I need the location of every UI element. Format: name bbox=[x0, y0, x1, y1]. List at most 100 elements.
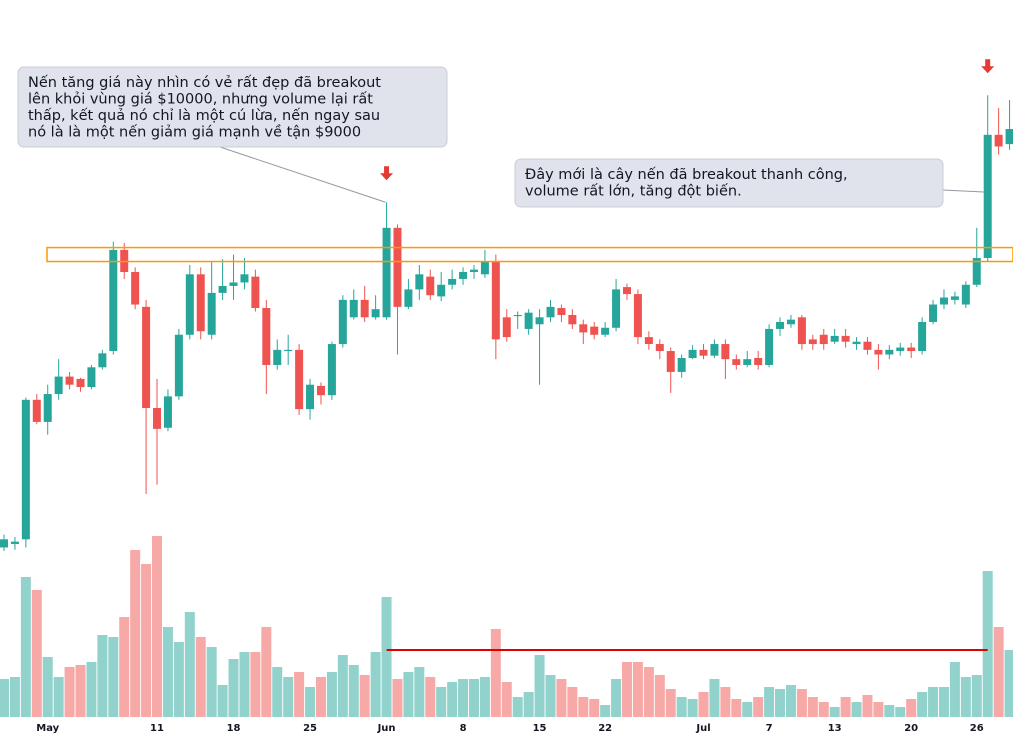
callout-text: Nến tăng giá này nhìn có vẻ rất đẹp đã b… bbox=[28, 74, 381, 91]
candle-body bbox=[10, 541, 19, 544]
volume-bar bbox=[807, 697, 818, 717]
volume-bar bbox=[829, 707, 840, 717]
x-tick-label: 8 bbox=[460, 723, 467, 734]
volume-bar bbox=[742, 702, 753, 717]
candle-body bbox=[87, 367, 96, 388]
candle-body bbox=[786, 319, 795, 325]
x-tick-label: 18 bbox=[227, 723, 241, 734]
callout-text: Đây mới là cây nến đã breakout thanh côn… bbox=[525, 166, 848, 183]
candle-body bbox=[295, 349, 304, 410]
candle-body bbox=[174, 334, 183, 397]
volume-bar bbox=[523, 692, 534, 717]
volume-bar bbox=[326, 672, 337, 717]
volume-bar bbox=[250, 652, 261, 717]
volume-bar bbox=[873, 702, 884, 717]
candle-body bbox=[950, 296, 959, 300]
volume-bar bbox=[53, 677, 64, 717]
candle-body bbox=[885, 349, 894, 355]
arrow bbox=[380, 166, 394, 181]
volume-bar bbox=[600, 705, 611, 717]
candle-body bbox=[754, 357, 763, 365]
volume-bar bbox=[971, 675, 982, 717]
candle-body bbox=[306, 384, 315, 410]
candle-body bbox=[808, 339, 817, 345]
volume-bar bbox=[534, 655, 545, 717]
volume-bar bbox=[447, 682, 458, 717]
volume-bar bbox=[982, 571, 993, 717]
volume-bar bbox=[775, 689, 786, 717]
volume-bar bbox=[731, 699, 742, 717]
candle-body bbox=[841, 335, 850, 342]
candle-body bbox=[623, 287, 632, 295]
volume-bar bbox=[381, 597, 392, 717]
candle-body bbox=[568, 314, 577, 325]
volume-bar bbox=[283, 677, 294, 717]
candle-body bbox=[382, 227, 391, 318]
candle-body bbox=[240, 274, 249, 283]
candle-body bbox=[469, 269, 478, 272]
candle-body bbox=[710, 344, 719, 356]
x-tick-label: 11 bbox=[150, 723, 164, 734]
candle-body bbox=[393, 227, 402, 307]
volume-bar bbox=[392, 679, 403, 717]
candle-body bbox=[273, 349, 282, 365]
volume-bar bbox=[960, 677, 971, 717]
candle-body bbox=[360, 299, 369, 318]
volume-bar bbox=[315, 677, 326, 717]
volume-bar bbox=[217, 685, 228, 717]
candle-body bbox=[907, 347, 916, 352]
volume-bar bbox=[184, 612, 195, 717]
candle-body bbox=[163, 396, 172, 428]
x-tick-label: 26 bbox=[970, 723, 984, 734]
volume-bar bbox=[436, 687, 447, 717]
callout-pointer bbox=[942, 189, 984, 193]
volume-bar bbox=[938, 687, 949, 717]
candle-body bbox=[776, 321, 785, 329]
volume-bar bbox=[337, 655, 348, 717]
volume-panel bbox=[0, 536, 1013, 717]
candle-body bbox=[644, 337, 653, 345]
candle-body bbox=[218, 285, 227, 293]
candle-body bbox=[349, 299, 358, 318]
volume-bar bbox=[567, 687, 578, 717]
candle-body bbox=[743, 359, 752, 365]
volume-bar bbox=[654, 675, 665, 717]
candle-body bbox=[32, 399, 41, 422]
volume-bar bbox=[97, 635, 108, 717]
volume-bar bbox=[414, 667, 425, 717]
volume-bar bbox=[906, 699, 917, 717]
volume-bar bbox=[359, 675, 370, 717]
volume-bar bbox=[665, 689, 676, 717]
volume-bar bbox=[348, 665, 359, 717]
candle-body bbox=[491, 261, 500, 340]
candle-body bbox=[852, 341, 861, 345]
candle-body bbox=[54, 376, 63, 395]
volume-bar bbox=[1004, 650, 1013, 717]
candle-body bbox=[819, 334, 828, 345]
volume-bar bbox=[64, 667, 75, 717]
candle-body bbox=[43, 394, 52, 422]
candle-body bbox=[404, 289, 413, 307]
candle-body bbox=[153, 407, 162, 429]
volume-bar bbox=[294, 672, 305, 717]
candle-body bbox=[918, 321, 927, 352]
volume-bar bbox=[632, 662, 643, 717]
candle-body bbox=[98, 353, 107, 368]
candle-body bbox=[633, 294, 642, 338]
callout-text: nó là là một nến giảm giá mạnh về tận $9… bbox=[28, 124, 361, 141]
candle-body bbox=[677, 357, 686, 372]
x-tick-label: 15 bbox=[533, 723, 547, 734]
candle-body bbox=[185, 274, 194, 335]
volume-bar bbox=[42, 657, 53, 717]
arrow bbox=[981, 59, 995, 74]
candle-body bbox=[972, 258, 981, 285]
candle-body bbox=[688, 349, 697, 358]
x-tick-label: Jun bbox=[377, 723, 396, 734]
volume-bar bbox=[479, 677, 490, 717]
candle-body bbox=[929, 304, 938, 322]
volume-bar bbox=[545, 675, 556, 717]
candle-body bbox=[590, 326, 599, 335]
candle-body bbox=[371, 309, 380, 318]
volume-bar bbox=[818, 702, 829, 717]
volume-bar bbox=[119, 617, 130, 717]
